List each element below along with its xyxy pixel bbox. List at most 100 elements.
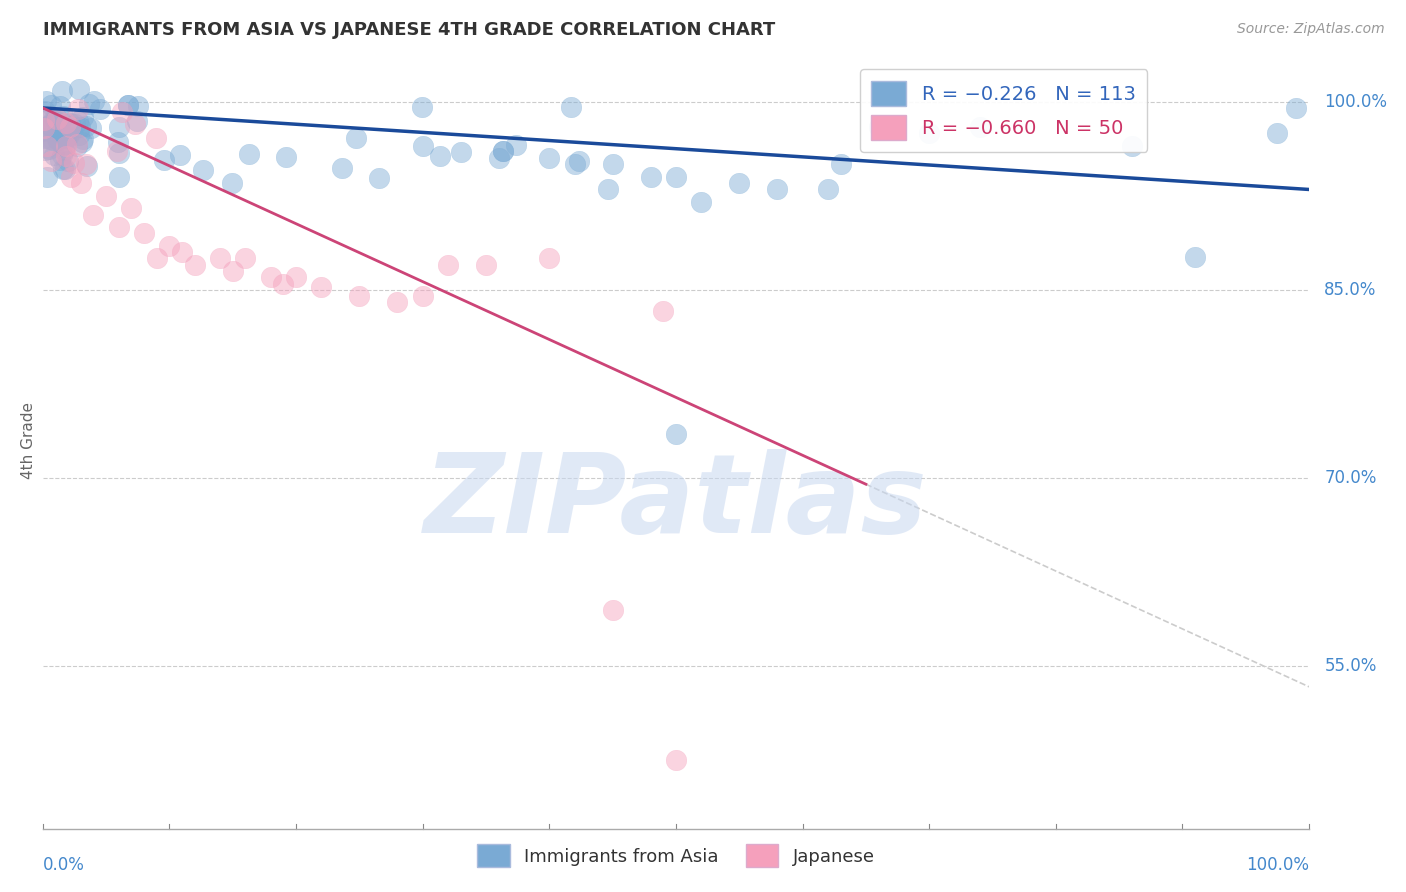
Point [39,97,62,112]
Point [488,151,510,165]
Point [52,162,75,177]
Point [72,132,94,146]
Point [170,245,193,260]
Point [66,136,89,151]
Point [39,118,62,132]
Point [568,154,591,169]
Point [39,131,62,145]
Point [70,135,93,149]
Point [45,128,67,142]
Point [46,129,69,144]
Point [235,252,257,266]
Point [55,136,77,151]
Point [127,99,149,113]
Point [66,138,89,153]
Point [66,113,89,128]
Point [46,127,69,141]
Point [222,264,245,278]
Point [53,128,76,142]
Point [311,280,333,294]
Point [238,146,260,161]
Text: 55.0%: 55.0% [1324,657,1376,675]
Point [145,252,167,266]
Point [53,161,76,176]
Point [48,132,70,146]
Point [60,169,83,184]
Point [69,176,91,190]
Point [125,113,148,128]
Point [35,138,58,153]
Text: 100.0%: 100.0% [1246,856,1309,874]
Point [728,176,751,190]
Point [45,110,67,124]
Point [51,83,73,97]
Point [132,227,155,241]
Point [868,120,890,134]
Point [411,100,433,114]
Point [46,133,69,147]
Point [598,182,620,196]
Point [42,148,65,162]
Point [48,99,70,113]
Point [184,258,207,272]
Point [72,110,94,124]
Point [60,124,83,138]
Point [564,157,586,171]
Point [80,121,103,136]
Point [75,157,97,171]
Point [538,151,561,165]
Point [349,289,371,303]
Point [55,129,77,144]
Point [209,252,232,266]
Point [59,116,82,130]
Point [49,119,72,133]
Point [260,270,283,285]
Point [429,148,451,162]
Point [387,295,409,310]
Point [107,120,129,134]
Point [124,117,146,131]
Point [108,170,131,185]
Point [55,131,77,145]
Point [55,149,77,163]
Point [34,124,56,138]
Point [42,113,65,128]
Point [330,161,353,175]
Point [63,117,86,131]
Point [276,150,298,164]
Point [690,194,713,209]
Point [169,148,191,162]
Point [105,144,128,158]
Point [665,169,688,184]
Y-axis label: 4th Grade: 4th Grade [21,401,35,479]
Point [34,113,56,128]
Text: ZIPatlas: ZIPatlas [425,449,928,556]
Point [368,171,391,186]
Point [52,109,75,123]
Point [38,118,60,132]
Point [53,144,76,158]
Point [652,304,675,318]
Point [49,128,72,143]
Point [56,130,79,145]
Point [32,121,55,136]
Point [63,156,86,170]
Point [450,145,472,159]
Point [1184,250,1206,264]
Point [38,142,60,156]
Point [46,131,69,145]
Point [41,133,63,147]
Point [145,131,167,145]
Point [108,145,131,160]
Point [55,115,77,129]
Point [55,139,77,153]
Point [51,126,73,140]
Point [58,153,80,168]
Text: Source: ZipAtlas.com: Source: ZipAtlas.com [1237,22,1385,37]
Point [412,138,434,153]
Point [117,98,139,112]
Point [107,135,129,149]
Point [640,169,662,184]
Point [120,201,142,215]
Point [76,160,98,174]
